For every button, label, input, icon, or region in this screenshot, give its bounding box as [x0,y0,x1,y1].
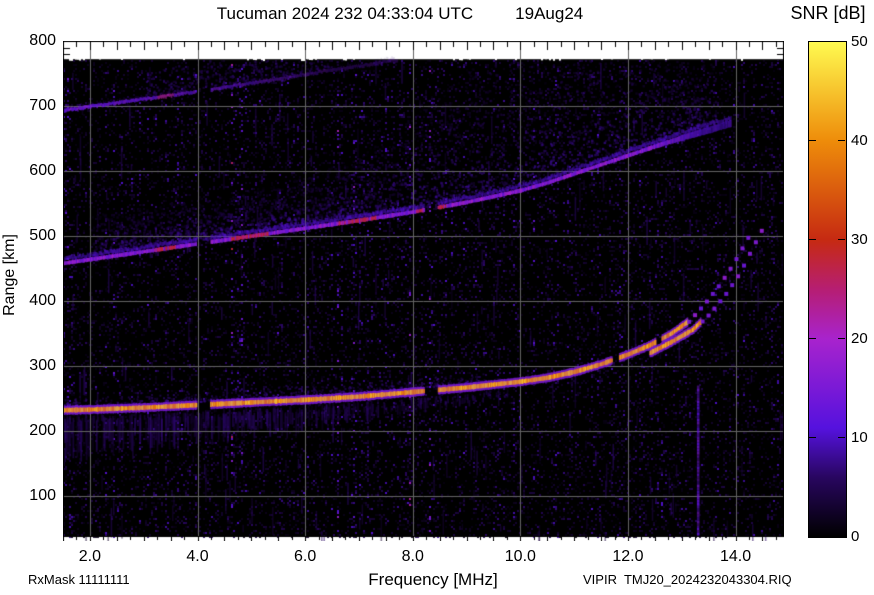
y-tick-label: 700 [14,97,56,115]
colorbar-tick-label: 10 [851,429,874,446]
snr-colorbar [808,41,847,538]
x-tick-label: 6.0 [275,548,335,566]
instrument-file-label: VIPIR TMJ20_2024232043304.RIQ [583,572,792,587]
x-tick-label: 12.0 [598,548,658,566]
y-tick-label: 600 [14,162,56,180]
x-axis-title: Frequency [MHz] [283,570,583,590]
colorbar-tick-label: 50 [851,33,874,50]
plot-title: Tucuman 2024 232 04:33:04 UTC [217,4,473,24]
colorbar-tick-label: 40 [851,132,874,149]
colorbar-tick-mark [838,140,845,141]
colorbar-tick-label: 30 [851,231,874,248]
plot-date: 19Aug24 [515,4,583,24]
x-tick-label: 8.0 [383,548,443,566]
y-tick-label: 800 [14,32,56,50]
x-tick-label: 2.0 [60,548,120,566]
colorbar-label: SNR [dB] [782,3,874,24]
ionogram-figure: Tucuman 2024 232 04:33:04 UTC 19Aug24 SN… [0,0,874,595]
colorbar-tick-mark [838,437,845,438]
x-tick-label: 4.0 [168,548,228,566]
colorbar-tick-mark [809,338,816,339]
ionogram-heatmap-canvas [63,41,784,541]
colorbar-tick-mark [809,239,816,240]
y-tick-label: 400 [14,292,56,310]
x-tick-label: 14.0 [706,548,766,566]
x-tick-label: 10.0 [490,548,550,566]
colorbar-tick-mark [809,437,816,438]
rx-mask-label: RxMask 11111111 [28,572,130,587]
colorbar-tick-label: 0 [851,528,874,545]
colorbar-tick-mark [809,140,816,141]
colorbar-tick-mark [838,338,845,339]
y-tick-label: 300 [14,357,56,375]
colorbar-tick-label: 20 [851,330,874,347]
colorbar-tick-mark [838,239,845,240]
y-tick-label: 100 [14,487,56,505]
y-tick-label: 200 [14,422,56,440]
title-row: Tucuman 2024 232 04:33:04 UTC 19Aug24 [150,4,650,24]
y-tick-label: 500 [14,227,56,245]
